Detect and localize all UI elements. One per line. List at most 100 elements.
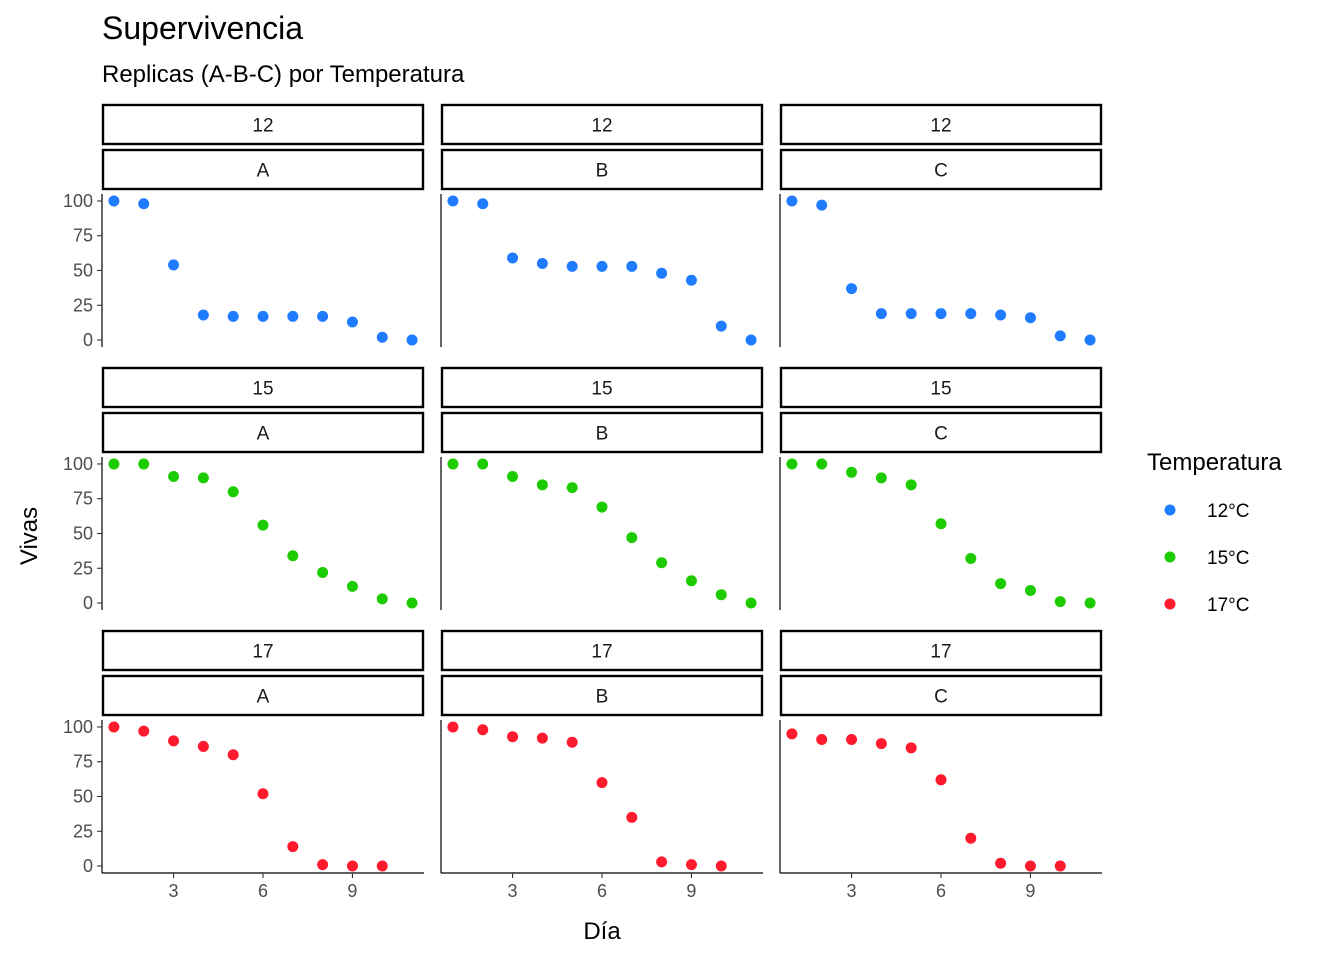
data-point	[566, 736, 578, 748]
data-point	[168, 735, 180, 747]
data-point	[507, 252, 519, 264]
strip-replica-label: C	[934, 687, 948, 708]
y-tick-label: 75	[73, 489, 93, 509]
strip-replica	[779, 411, 1103, 454]
data-point	[197, 309, 209, 321]
facet-17-B: 17 B 3 6 9	[440, 629, 764, 901]
strip-temperature	[440, 629, 764, 672]
data-point	[317, 310, 329, 322]
data-point	[685, 859, 697, 871]
data-point	[846, 733, 858, 745]
strip-temperature-label: 15	[252, 379, 273, 400]
data-point	[447, 195, 459, 207]
data-point	[656, 856, 668, 868]
data-point	[935, 308, 947, 320]
data-point	[715, 320, 727, 332]
data-point	[965, 308, 977, 320]
y-tick-label: 50	[73, 787, 93, 807]
data-point	[656, 267, 668, 279]
strip-temperature	[779, 629, 1103, 672]
facet-12-B: 12 B	[440, 103, 764, 347]
y-tick-label: 25	[73, 295, 93, 315]
facet-15-C: 15 C	[779, 366, 1103, 610]
y-tick-label: 25	[73, 558, 93, 578]
data-point	[626, 532, 638, 544]
y-tick-label: 50	[73, 261, 93, 281]
legend-label: 12°C	[1207, 501, 1249, 522]
strip-temperature	[440, 366, 764, 409]
data-point	[168, 259, 180, 271]
strip-replica-label: C	[934, 161, 948, 182]
data-point	[287, 310, 299, 322]
data-point	[596, 260, 608, 272]
data-point	[965, 832, 977, 844]
data-point	[197, 472, 209, 484]
data-point	[376, 860, 388, 872]
strip-temperature	[101, 629, 425, 672]
strip-replica-label: C	[934, 424, 948, 445]
y-tick-label: 100	[63, 191, 93, 211]
legend-label: 15°C	[1207, 548, 1249, 569]
x-axis-title: Día	[583, 918, 621, 945]
data-point	[257, 519, 269, 531]
data-point	[257, 310, 269, 322]
data-point	[257, 788, 269, 800]
y-tick-label: 0	[83, 593, 93, 613]
x-tick-label: 3	[508, 881, 518, 901]
data-point	[656, 557, 668, 569]
data-point	[108, 195, 120, 207]
data-point	[376, 331, 388, 343]
data-point	[536, 732, 548, 744]
data-point	[1084, 597, 1096, 609]
data-point	[138, 725, 150, 737]
strip-replica	[440, 411, 764, 454]
strip-temperature-label: 17	[930, 642, 951, 663]
facet-panels: 12A025507510012B12C15A025507510015B15C17…	[63, 103, 1103, 901]
data-point	[745, 597, 757, 609]
data-point	[875, 738, 887, 750]
data-point	[715, 860, 727, 872]
data-point	[685, 575, 697, 587]
data-point	[406, 334, 418, 346]
data-point	[346, 860, 358, 872]
strip-temperature	[440, 103, 764, 146]
x-tick-label: 9	[686, 881, 696, 901]
data-point	[138, 458, 150, 470]
y-tick-label: 100	[63, 717, 93, 737]
strip-temperature-label: 15	[930, 379, 951, 400]
legend: Temperatura 12°C 15°C 17°C	[1147, 449, 1282, 616]
y-tick-label: 0	[83, 330, 93, 350]
chart-subtitle: Replicas (A-B-C) por Temperatura	[102, 61, 465, 88]
x-tick-label: 9	[1025, 881, 1035, 901]
strip-replica	[101, 674, 425, 717]
strip-temperature-label: 17	[591, 642, 612, 663]
facet-12-C: 12 C	[779, 103, 1103, 347]
strip-temperature-label: 15	[591, 379, 612, 400]
x-tick-label: 6	[936, 881, 946, 901]
data-point	[536, 479, 548, 491]
data-point	[846, 283, 858, 295]
data-point	[507, 470, 519, 482]
strip-temperature-label: 12	[930, 116, 951, 137]
legend-key	[1164, 598, 1176, 610]
facet-15-B: 15 B	[440, 366, 764, 610]
data-point	[287, 550, 299, 562]
data-point	[1024, 860, 1036, 872]
data-point	[905, 742, 917, 754]
facet-12-A: 12 A 0 25 50 75 100	[63, 103, 425, 350]
data-point	[507, 731, 519, 743]
strip-temperature	[779, 366, 1103, 409]
strip-replica	[440, 148, 764, 191]
data-point	[596, 501, 608, 513]
data-point	[816, 199, 828, 211]
strip-temperature	[101, 366, 425, 409]
data-point	[108, 721, 120, 733]
data-point	[138, 198, 150, 210]
data-point	[477, 724, 489, 736]
strip-temperature	[101, 103, 425, 146]
y-tick-label: 100	[63, 454, 93, 474]
data-point	[875, 308, 887, 320]
legend-key	[1164, 504, 1176, 516]
strip-replica-label: B	[596, 161, 609, 182]
